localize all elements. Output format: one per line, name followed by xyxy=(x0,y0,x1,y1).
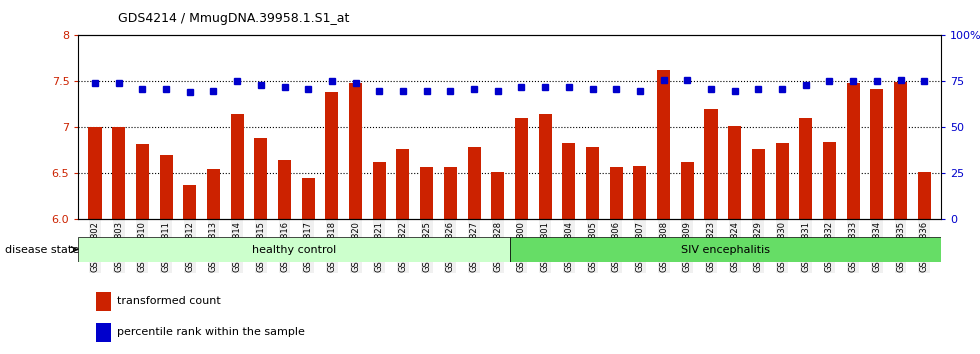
Bar xyxy=(514,118,528,219)
Bar xyxy=(870,89,883,219)
Bar xyxy=(467,147,480,219)
Bar xyxy=(847,83,859,219)
Bar xyxy=(255,138,268,219)
Bar xyxy=(917,172,931,219)
Bar xyxy=(96,323,111,342)
Bar xyxy=(444,167,457,219)
Text: healthy control: healthy control xyxy=(252,245,336,255)
Bar xyxy=(705,109,717,219)
Text: SIV encephalitis: SIV encephalitis xyxy=(681,245,769,255)
Text: disease state: disease state xyxy=(5,245,79,255)
Bar xyxy=(633,166,647,219)
Bar xyxy=(800,118,812,219)
Bar xyxy=(183,184,196,219)
Bar xyxy=(775,143,789,219)
Bar xyxy=(539,114,552,219)
Bar xyxy=(397,149,410,219)
Bar xyxy=(136,144,149,219)
Text: percentile rank within the sample: percentile rank within the sample xyxy=(118,327,305,337)
Text: GDS4214 / MmugDNA.39958.1.S1_at: GDS4214 / MmugDNA.39958.1.S1_at xyxy=(118,12,349,25)
Bar xyxy=(610,167,622,219)
Bar xyxy=(491,172,505,219)
Text: transformed count: transformed count xyxy=(118,296,220,306)
Bar xyxy=(207,169,220,219)
Bar xyxy=(657,70,670,219)
Bar xyxy=(112,127,125,219)
Bar xyxy=(349,83,363,219)
Bar xyxy=(372,162,386,219)
Bar xyxy=(160,155,172,219)
Bar xyxy=(88,126,102,219)
Bar xyxy=(278,160,291,219)
Bar xyxy=(325,92,338,219)
Bar xyxy=(681,162,694,219)
Bar xyxy=(728,126,741,219)
Bar xyxy=(420,167,433,219)
Bar xyxy=(823,142,836,219)
FancyBboxPatch shape xyxy=(78,237,510,262)
Bar xyxy=(230,114,244,219)
Bar xyxy=(586,147,599,219)
Bar xyxy=(96,292,111,311)
Bar xyxy=(894,82,907,219)
Bar xyxy=(563,143,575,219)
FancyBboxPatch shape xyxy=(510,237,941,262)
Bar xyxy=(302,178,315,219)
Bar xyxy=(752,149,764,219)
